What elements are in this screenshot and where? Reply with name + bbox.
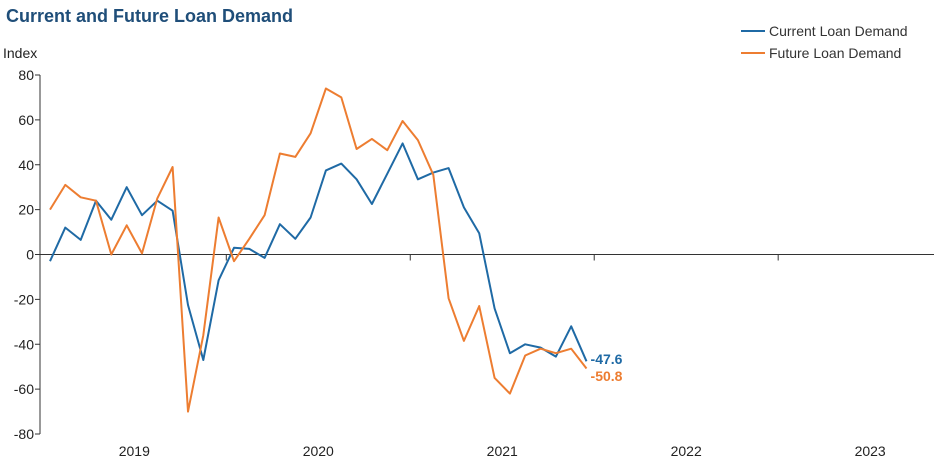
x-tick-label: 2019	[119, 443, 150, 459]
y-tick-label: -80	[14, 426, 34, 442]
y-tick-label: 80	[18, 67, 34, 83]
series-line-future	[49, 87, 588, 413]
x-tick-label: 2022	[671, 443, 702, 459]
y-tick-label: 60	[18, 112, 34, 128]
legend-label-future: Future Loan Demand	[769, 45, 902, 61]
x-tick-label: 2023	[855, 443, 886, 459]
x-tick-label: 2021	[487, 443, 518, 459]
y-tick-label: -40	[14, 336, 34, 352]
y-tick-label: -20	[14, 291, 34, 307]
series-line-current	[49, 142, 588, 362]
legend-swatch-future	[741, 52, 765, 54]
end-value-label-current: -47.6	[591, 351, 623, 367]
y-axis-label: Index	[3, 45, 38, 61]
end-value-label-future: -50.8	[591, 368, 623, 384]
y-tick-label: -60	[14, 381, 34, 397]
legend-item-future: Future Loan Demand	[741, 42, 908, 64]
legend-swatch-current	[741, 30, 765, 32]
y-tick-label: 0	[26, 247, 34, 263]
y-tick-label: 20	[18, 202, 34, 218]
chart-title: Current and Future Loan Demand	[6, 6, 294, 26]
x-tick-label: 2020	[303, 443, 334, 459]
legend-item-current: Current Loan Demand	[741, 20, 908, 42]
legend: Current Loan Demand Future Loan Demand	[741, 20, 908, 64]
y-tick-label: 40	[18, 157, 34, 173]
legend-label-current: Current Loan Demand	[769, 23, 908, 39]
